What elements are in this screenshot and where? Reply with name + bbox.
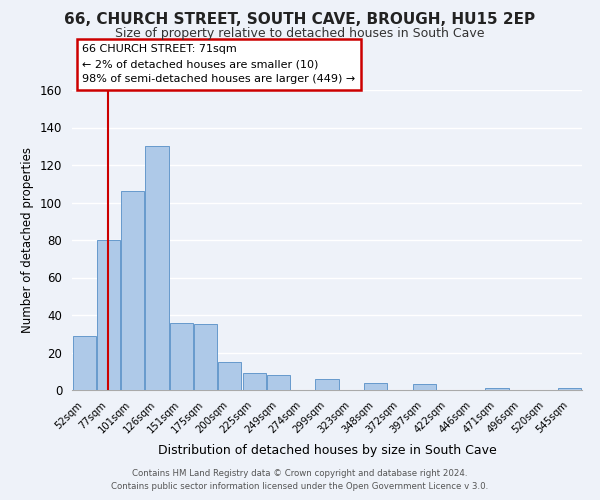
Bar xyxy=(170,322,193,390)
Bar xyxy=(218,362,241,390)
Bar xyxy=(73,336,95,390)
Bar xyxy=(559,388,581,390)
Bar xyxy=(413,384,436,390)
Text: Size of property relative to detached houses in South Cave: Size of property relative to detached ho… xyxy=(115,28,485,40)
X-axis label: Distribution of detached houses by size in South Cave: Distribution of detached houses by size … xyxy=(158,444,496,456)
Bar xyxy=(121,191,144,390)
Bar xyxy=(267,375,290,390)
Text: Contains public sector information licensed under the Open Government Licence v : Contains public sector information licen… xyxy=(112,482,488,491)
Bar xyxy=(242,373,266,390)
Bar xyxy=(97,240,120,390)
Text: 66, CHURCH STREET, SOUTH CAVE, BROUGH, HU15 2EP: 66, CHURCH STREET, SOUTH CAVE, BROUGH, H… xyxy=(64,12,536,28)
Text: 66 CHURCH STREET: 71sqm
← 2% of detached houses are smaller (10)
98% of semi-det: 66 CHURCH STREET: 71sqm ← 2% of detached… xyxy=(82,44,355,84)
Bar xyxy=(485,388,509,390)
Bar xyxy=(316,379,338,390)
Y-axis label: Number of detached properties: Number of detached properties xyxy=(22,147,34,333)
Bar xyxy=(145,146,169,390)
Bar xyxy=(364,382,387,390)
Text: Contains HM Land Registry data © Crown copyright and database right 2024.: Contains HM Land Registry data © Crown c… xyxy=(132,468,468,477)
Bar xyxy=(194,324,217,390)
